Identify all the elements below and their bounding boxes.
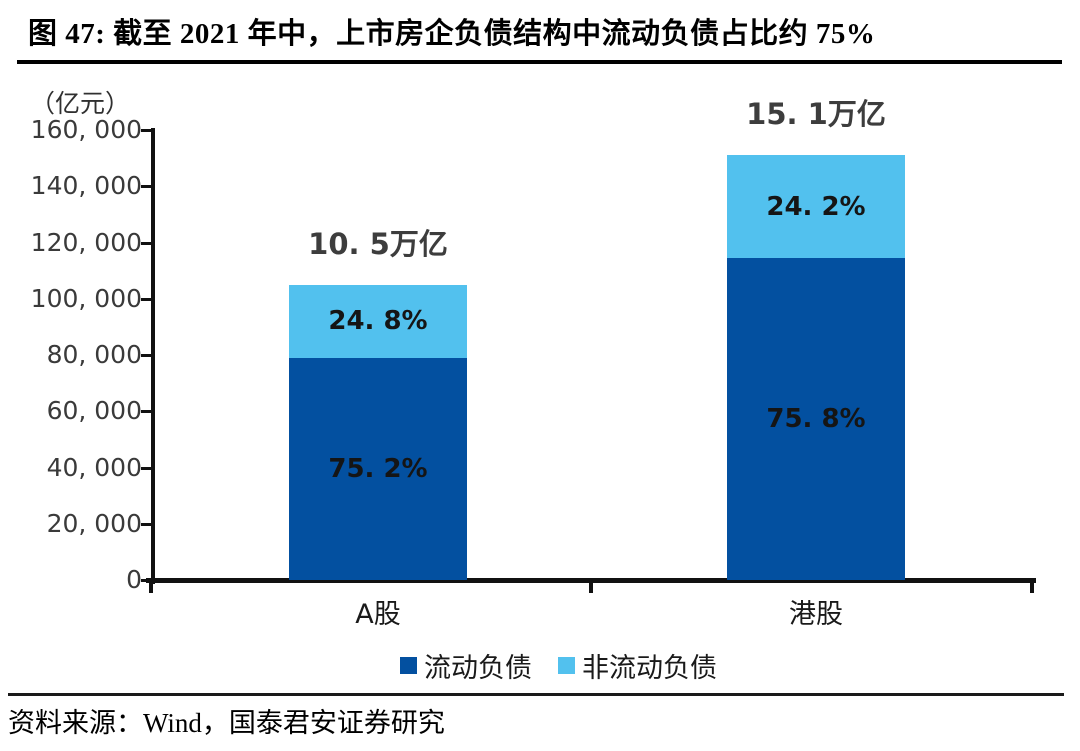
- y-tick-mark: [141, 185, 151, 189]
- y-tick-label: 80, 000: [46, 340, 142, 369]
- legend-label: 非流动负债: [582, 652, 717, 684]
- bar-segment-非流动负债-A股: [289, 284, 467, 358]
- legend-swatch-icon: [400, 656, 417, 674]
- x-tick-mark: [1030, 580, 1034, 593]
- y-tick-label: 20, 000: [46, 508, 142, 538]
- bar-segment-流动负债-港股: [727, 258, 905, 580]
- y-tick-mark: [141, 354, 151, 357]
- y-tick-mark: [141, 466, 151, 470]
- x-category-label: A股: [355, 599, 401, 630]
- y-tick-mark: [141, 297, 151, 301]
- y-tick-label: 60, 000: [46, 396, 142, 426]
- y-tick-label: 140, 000: [30, 171, 142, 201]
- legend-item-非流动负债: 非流动负债: [558, 646, 717, 685]
- legend-item-流动负债: 流动负债: [400, 646, 532, 685]
- bar-total-label: 10. 5万亿: [308, 226, 448, 261]
- legend-label: 流动负债: [424, 652, 532, 684]
- bar-segment-pct-label: 24. 8%: [328, 306, 428, 337]
- y-tick-label: 40, 000: [46, 452, 142, 482]
- y-tick-label: 160, 000: [30, 115, 142, 144]
- bar-segment-非流动负债-港股: [727, 155, 905, 259]
- x-category-label: 港股: [789, 599, 843, 630]
- figure-title: 图 47: 截至 2021 年中，上市房企负债结构中流动负债占比约 75%: [28, 18, 876, 50]
- bar-segment-pct-label: 75. 2%: [328, 453, 428, 484]
- bar-total-label: 15. 1万亿: [746, 97, 886, 132]
- y-axis-line: [151, 128, 155, 584]
- title-divider: [17, 60, 1062, 64]
- chart-legend: 流动负债 非流动负债: [400, 649, 717, 684]
- y-tick-mark: [141, 410, 151, 414]
- y-tick-label: 0: [126, 565, 142, 594]
- y-tick-mark: [141, 579, 151, 582]
- legend-swatch-icon: [558, 656, 575, 674]
- y-axis-unit-label: （亿元）: [30, 89, 131, 118]
- source-note: 资料来源：Wind，国泰君安证券研究: [8, 708, 445, 738]
- y-tick-mark: [141, 129, 151, 132]
- y-tick-mark: [141, 241, 151, 245]
- x-tick-mark: [589, 580, 593, 593]
- bar-segment-流动负债-A股: [289, 357, 467, 580]
- bar-segment-pct-label: 75. 8%: [766, 404, 866, 435]
- x-tick-mark: [149, 580, 153, 593]
- y-tick-mark: [141, 522, 151, 526]
- y-tick-label: 100, 000: [30, 283, 142, 313]
- footer-divider: [8, 693, 1064, 696]
- bar-segment-pct-label: 24. 2%: [766, 191, 866, 222]
- y-tick-label: 120, 000: [30, 227, 142, 257]
